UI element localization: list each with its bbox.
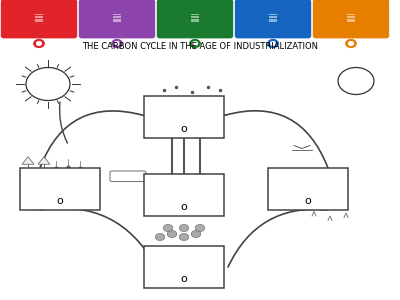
Circle shape [112, 40, 122, 47]
FancyBboxPatch shape [313, 0, 389, 38]
Circle shape [114, 42, 120, 45]
Circle shape [163, 224, 173, 232]
FancyBboxPatch shape [1, 0, 77, 38]
Bar [144, 246, 224, 288]
Circle shape [349, 42, 354, 45]
Circle shape [193, 42, 198, 45]
Text: o: o [181, 124, 187, 134]
Circle shape [36, 42, 41, 45]
Bar [20, 168, 100, 210]
FancyBboxPatch shape [110, 171, 146, 181]
Bar [268, 168, 348, 210]
Text: ─────────
─────────
─────────
─────────
─────────
─────────: ───────── ───────── ───────── ───────── … [34, 15, 44, 23]
Circle shape [155, 233, 165, 241]
Circle shape [167, 230, 177, 238]
Circle shape [179, 233, 189, 241]
Text: o: o [181, 274, 187, 284]
Text: ─────────
─────────
─────────
─────────
─────────
─────────: ───────── ───────── ───────── ───────── … [190, 15, 200, 23]
Circle shape [338, 68, 374, 94]
Text: THE CARBON CYCLE IN THE AGE OF INDUSTRIALIZATION: THE CARBON CYCLE IN THE AGE OF INDUSTRIA… [82, 42, 318, 51]
FancyBboxPatch shape [79, 0, 155, 38]
Text: ─────────
─────────
─────────
─────────
─────────
─────────: ───────── ───────── ───────── ───────── … [346, 15, 356, 23]
Bar [144, 174, 224, 216]
Circle shape [268, 40, 278, 47]
Text: ─────────
─────────
─────────
─────────
─────────
─────────: ───────── ───────── ───────── ───────── … [268, 15, 278, 23]
Circle shape [191, 230, 201, 238]
FancyBboxPatch shape [157, 0, 233, 38]
Circle shape [169, 130, 175, 134]
Circle shape [26, 68, 70, 100]
Text: o: o [305, 196, 311, 206]
Text: o: o [181, 202, 187, 212]
Bar [144, 96, 224, 138]
Circle shape [271, 42, 275, 45]
Circle shape [181, 127, 187, 131]
Circle shape [190, 40, 200, 47]
Circle shape [179, 224, 189, 232]
Circle shape [34, 40, 44, 47]
Polygon shape [22, 157, 34, 164]
Circle shape [346, 40, 356, 47]
FancyBboxPatch shape [235, 0, 311, 38]
Text: ─────────
─────────
─────────
─────────
─────────
─────────: ───────── ───────── ───────── ───────── … [112, 15, 122, 23]
Circle shape [197, 130, 203, 134]
Polygon shape [38, 157, 50, 164]
Circle shape [195, 224, 205, 232]
Text: o: o [57, 196, 63, 206]
